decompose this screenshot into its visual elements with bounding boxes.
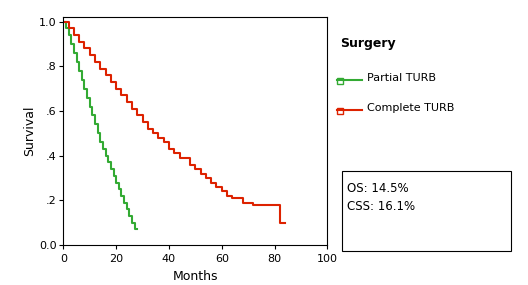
- Text: OS: 14.5%
CSS: 16.1%: OS: 14.5% CSS: 16.1%: [347, 182, 416, 213]
- Y-axis label: Survival: Survival: [23, 106, 36, 156]
- Text: Surgery: Surgery: [341, 37, 396, 50]
- Text: Complete TURB: Complete TURB: [367, 103, 454, 113]
- Text: Partial TURB: Partial TURB: [367, 73, 436, 83]
- X-axis label: Months: Months: [173, 270, 218, 283]
